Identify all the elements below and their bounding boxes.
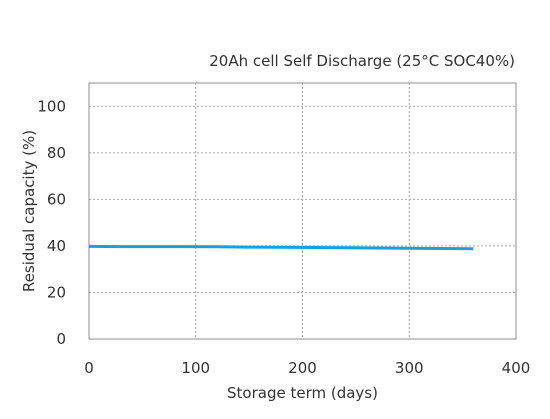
chart-title: 20Ah cell Self Discharge (25°C SOC40%) xyxy=(209,52,515,70)
x-tick-label: 300 xyxy=(395,359,424,377)
grid-lines xyxy=(89,83,516,339)
y-axis-label: Residual capacity (%) xyxy=(20,130,38,292)
data-series xyxy=(88,244,474,251)
x-tick-label: 400 xyxy=(502,359,531,377)
series-line xyxy=(88,244,474,251)
y-tick-label: 20 xyxy=(47,283,66,301)
x-tick-label: 100 xyxy=(181,359,210,377)
y-tick-label: 100 xyxy=(37,97,66,115)
y-tick-label: 0 xyxy=(56,330,66,348)
x-tick-label: 0 xyxy=(84,359,94,377)
tick-labels: 0 100 200 300 400 0 20 40 60 80 100 xyxy=(37,97,530,377)
y-tick-label: 60 xyxy=(47,190,66,208)
plot-area-frame xyxy=(88,82,517,340)
x-tick-label: 200 xyxy=(288,359,317,377)
y-tick-label: 40 xyxy=(47,237,66,255)
x-axis-label: Storage term (days) xyxy=(227,384,378,402)
y-tick-label: 80 xyxy=(47,144,66,162)
